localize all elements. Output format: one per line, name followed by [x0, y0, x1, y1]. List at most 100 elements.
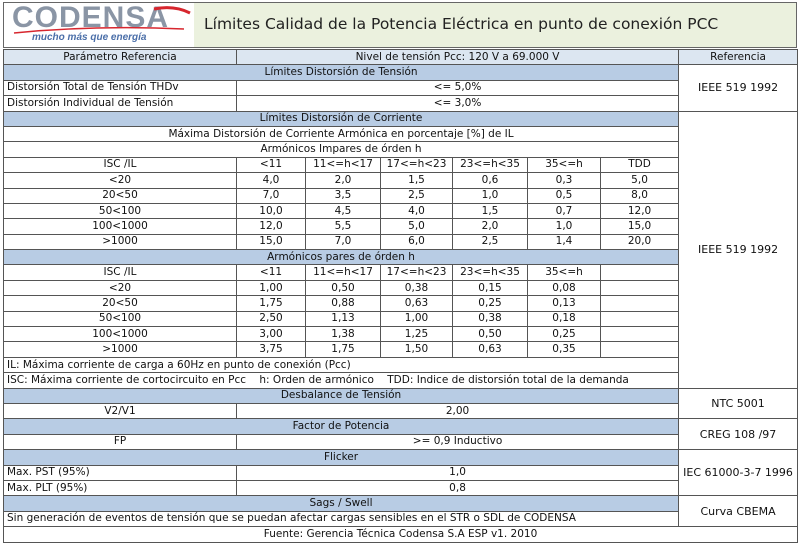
column-header: 17<=h<23 — [380, 156, 453, 174]
ratio: 20<50 — [3, 187, 237, 204]
column-header: TDD — [599, 156, 680, 174]
value: 12,0 — [599, 202, 680, 220]
ratio: >1000 — [3, 341, 237, 358]
value: <= 3,0% — [235, 95, 680, 112]
value: 15,0 — [599, 218, 680, 235]
empty-cell — [599, 326, 680, 343]
value: 0,6 — [452, 172, 528, 189]
ratio: 50<100 — [3, 310, 237, 328]
column-header: <11 — [236, 156, 306, 174]
header: CODENSA mucho más que energía Límites Ca… — [3, 1, 797, 48]
value: <= 5,0% — [235, 79, 680, 97]
value: 1,0 — [235, 464, 680, 481]
empty-cell — [599, 264, 680, 281]
value: Sin generación de eventos de tensión que… — [2, 510, 680, 528]
logo: CODENSA mucho más que energía — [4, 1, 194, 47]
value: 2,50 — [236, 310, 306, 328]
value: 1,5 — [380, 172, 453, 189]
column-header: 35<=h — [527, 264, 601, 281]
value: 4,0 — [380, 202, 453, 220]
subtitle: Máxima Distorsión de Corriente Armónica … — [2, 125, 680, 143]
section-title: Factor de Potencia — [2, 418, 680, 435]
value: 3,75 — [236, 341, 306, 358]
value: 0,35 — [527, 341, 601, 358]
value: 15,0 — [236, 233, 306, 251]
ratio: 100<1000 — [3, 326, 237, 343]
column-header: Parámetro Referencia — [3, 48, 237, 66]
param: Distorsión Total de Tensión THDv — [3, 79, 237, 97]
reference: IEEE 519 1992 — [678, 110, 799, 389]
column-header: 23<=h<35 — [452, 264, 528, 281]
value: 0,63 — [380, 295, 453, 312]
value: 5,0 — [380, 218, 453, 235]
value: 6,0 — [380, 233, 453, 251]
note: ISC: Máxima corriente de cortocircuito e… — [2, 372, 680, 389]
value: 1,25 — [380, 326, 453, 343]
value: 0,25 — [527, 326, 601, 343]
column-header: ISC /IL — [3, 264, 237, 281]
value: 4,5 — [305, 202, 381, 220]
value: 20,0 — [599, 233, 680, 251]
value: 0,3 — [527, 172, 601, 189]
value: 1,00 — [380, 310, 453, 328]
value: >= 0,9 Inductivo — [235, 433, 680, 451]
subsection-title: Armónicos pares de órden h — [2, 249, 680, 266]
value: 5,5 — [305, 218, 381, 235]
value: 0,8 — [235, 479, 680, 497]
column-header: Referencia — [678, 48, 799, 66]
value: 1,75 — [236, 295, 306, 312]
column-header: 23<=h<35 — [452, 156, 528, 174]
subsection-title: Armónicos Impares de órden h — [2, 141, 680, 158]
value: 3,00 — [236, 326, 306, 343]
value: 2,5 — [452, 233, 528, 251]
empty-cell — [599, 279, 680, 297]
value: 0,15 — [452, 279, 528, 297]
reference: IEC 61000-3-7 1996 — [678, 449, 799, 497]
ratio: 50<100 — [3, 202, 237, 220]
ratio: 100<1000 — [3, 218, 237, 235]
section-title: Límites Distorsión de Tensión — [2, 64, 680, 81]
empty-cell — [599, 341, 680, 358]
param: Distorsión Individual de Tensión — [3, 95, 237, 112]
column-header: 11<=h<17 — [305, 264, 381, 281]
column-header: ISC /IL — [3, 156, 237, 174]
value: 1,13 — [305, 310, 381, 328]
value: 7,0 — [236, 187, 306, 204]
logo-swoosh — [13, 6, 191, 34]
value: 1,0 — [527, 218, 601, 235]
section-title: Límites Distorsión de Corriente — [2, 110, 680, 127]
value: 7,0 — [305, 233, 381, 251]
note-part: h: Orden de armónico — [259, 373, 374, 386]
value: 1,38 — [305, 326, 381, 343]
ratio: <20 — [3, 279, 237, 297]
ratio: 20<50 — [3, 295, 237, 312]
value: 1,0 — [452, 187, 528, 204]
note-part: ISC: Máxima corriente de cortocircuito e… — [7, 373, 247, 386]
section-title: Desbalance de Tensión — [2, 387, 680, 404]
value: 0,63 — [452, 341, 528, 358]
value: 5,0 — [599, 172, 680, 189]
ratio: <20 — [3, 172, 237, 189]
empty-cell — [599, 310, 680, 328]
value: 2,00 — [235, 402, 680, 420]
column-header: Nivel de tensión Pcc: 120 V a 69.000 V — [235, 48, 680, 66]
logo-tagline: mucho más que energía — [32, 32, 147, 43]
note-part: TDD: Indice de distorsión total de la de… — [387, 373, 629, 386]
empty-cell — [599, 295, 680, 312]
value: 10,0 — [236, 202, 306, 220]
value: 0,50 — [305, 279, 381, 297]
value: 0,38 — [380, 279, 453, 297]
value: 1,75 — [305, 341, 381, 358]
value: 1,4 — [527, 233, 601, 251]
source: Fuente: Gerencia Técnica Codensa S.A ESP… — [2, 526, 799, 543]
value: 0,88 — [305, 295, 381, 312]
note: IL: Máxima corriente de carga a 60Hz en … — [2, 356, 680, 374]
value: 2,0 — [305, 172, 381, 189]
value: 0,7 — [527, 202, 601, 220]
value: 0,08 — [527, 279, 601, 297]
column-header: 11<=h<17 — [305, 156, 381, 174]
param: V2/V1 — [3, 402, 237, 420]
value: 12,0 — [236, 218, 306, 235]
reference: CREG 108 /97 — [678, 418, 799, 451]
value: 0,13 — [527, 295, 601, 312]
